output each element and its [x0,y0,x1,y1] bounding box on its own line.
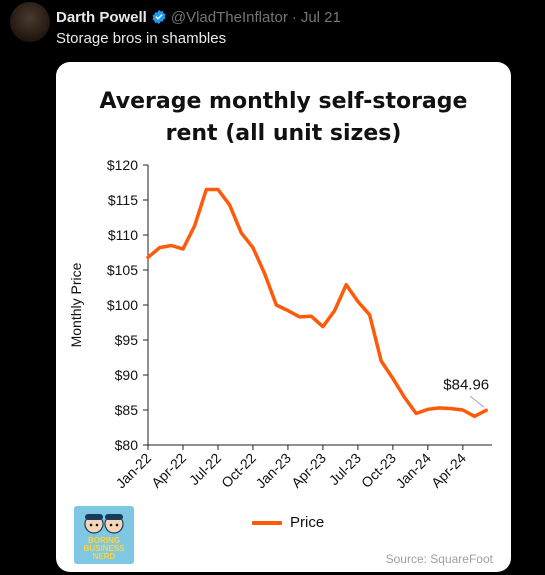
author-name[interactable]: Darth Powell [56,8,147,26]
chart-title-line-1: Average monthly self-storage [99,89,468,114]
x-tick-label: Jan-24 [392,450,434,492]
annotation-leader-line [469,395,485,408]
verified-badge-icon [152,10,166,24]
logo-text-line-3: NERD [92,552,116,561]
y-tick-label: $120 [107,157,138,173]
tweet-timestamp[interactable]: Jul 21 [300,8,341,26]
boring-business-nerd-logo: BORING BUSINESS NERD [74,506,134,564]
x-tick-label: Oct-23 [358,450,399,491]
y-axis-label: Monthly Price [68,262,84,347]
legend-label-price: Price [290,514,325,531]
chart-source: Source: SquareFoot [385,552,493,566]
x-tick-label: Apr-23 [288,450,329,491]
y-tick-label: $95 [115,332,139,348]
y-tick-label: $80 [115,437,139,453]
chart-legend: Price [252,514,324,531]
author-handle[interactable]: @VladTheInflator [170,8,288,26]
annotation-label: $84.96 [443,376,489,393]
x-tick-label: Jul-22 [186,450,224,488]
x-tick-label: Jan-23 [252,450,294,492]
y-tick-label: $115 [108,192,138,208]
y-tick-label: $110 [108,227,138,243]
tweet-text: Storage bros in shambles [56,30,227,47]
y-tick-label: $100 [107,297,138,313]
x-tick-label: Apr-24 [428,450,469,491]
x-tick-label: Oct-22 [218,450,259,491]
price-series-line [146,187,488,419]
chart-title-line-2: rent (all unit sizes) [165,121,402,146]
x-tick-label: Jul-23 [326,450,364,488]
author-avatar[interactable] [10,2,50,42]
y-tick-label: $85 [115,402,139,418]
y-tick-label: $105 [107,262,138,278]
tweet-header: Darth Powell @VladTheInflator · Jul 21 [56,7,341,27]
x-tick-label: Jan-22 [113,450,155,492]
logo-text-line-2: BUSINESS [83,544,125,553]
logo-faces-icon [84,514,124,534]
header-separator: · [291,8,297,26]
x-tick-label: Apr-22 [148,450,189,491]
legend-swatch-price [252,520,282,525]
logo-text-line-1: BORING [88,536,120,545]
y-tick-label: $90 [115,367,139,383]
chart-title: Average monthly self-storage rent (all u… [56,86,511,150]
line-chart: $80$85$90$95$100$105$110$115$120Jan-22Ap… [68,157,492,492]
tweet-media-card[interactable]: Average monthly self-storage rent (all u… [56,62,511,572]
